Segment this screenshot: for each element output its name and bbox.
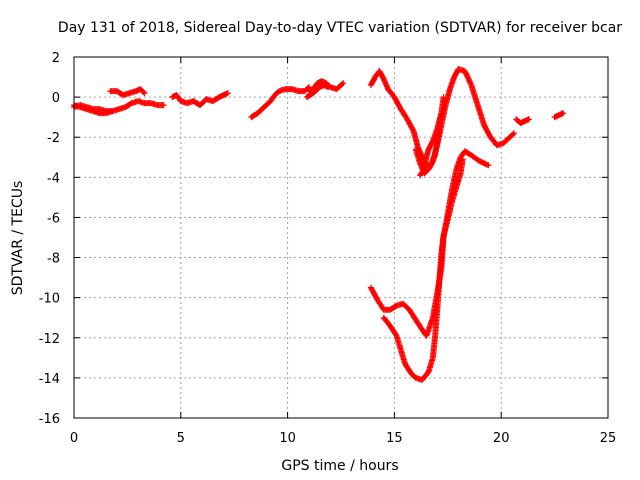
data-point <box>485 162 492 169</box>
data-point <box>339 81 346 88</box>
x-axis-label: GPS time / hours <box>281 458 398 474</box>
x-tick-label: 25 <box>600 431 617 446</box>
data-point <box>438 110 445 117</box>
data-points <box>71 66 567 383</box>
y-axis-label: SDTVAR / TECUs <box>10 181 26 296</box>
y-tick-label: 2 <box>52 51 60 66</box>
data-point <box>459 156 466 163</box>
y-tick-label: -8 <box>47 252 60 267</box>
data-point <box>224 90 231 97</box>
y-tick-label: -14 <box>39 372 60 387</box>
x-tick-label: 15 <box>386 431 403 446</box>
y-tick-label: -10 <box>39 292 60 307</box>
y-tick-label: -6 <box>47 211 60 226</box>
data-point <box>340 80 347 87</box>
data-point <box>140 89 147 96</box>
grid-lines <box>74 57 608 418</box>
y-tick-label: -16 <box>39 412 60 427</box>
plot-frame <box>73 56 609 419</box>
data-point <box>560 110 567 117</box>
x-tick-label: 10 <box>279 431 296 446</box>
x-tick-label: 5 <box>177 431 185 446</box>
y-tick-label: -2 <box>47 131 60 146</box>
x-tick-label: 0 <box>70 431 78 446</box>
data-point <box>509 131 516 138</box>
y-tick-label: -12 <box>39 332 60 347</box>
data-point <box>392 331 399 338</box>
data-point <box>109 108 116 115</box>
data-point <box>160 102 167 109</box>
y-tick-label: 0 <box>52 91 60 106</box>
y-tick-label: -4 <box>47 171 60 186</box>
data-point <box>525 116 532 123</box>
chart-title: Day 131 of 2018, Sidereal Day-to-day VTE… <box>58 20 622 36</box>
data-point <box>141 90 148 97</box>
data-point <box>511 130 518 137</box>
x-tick-label: 20 <box>493 431 510 446</box>
